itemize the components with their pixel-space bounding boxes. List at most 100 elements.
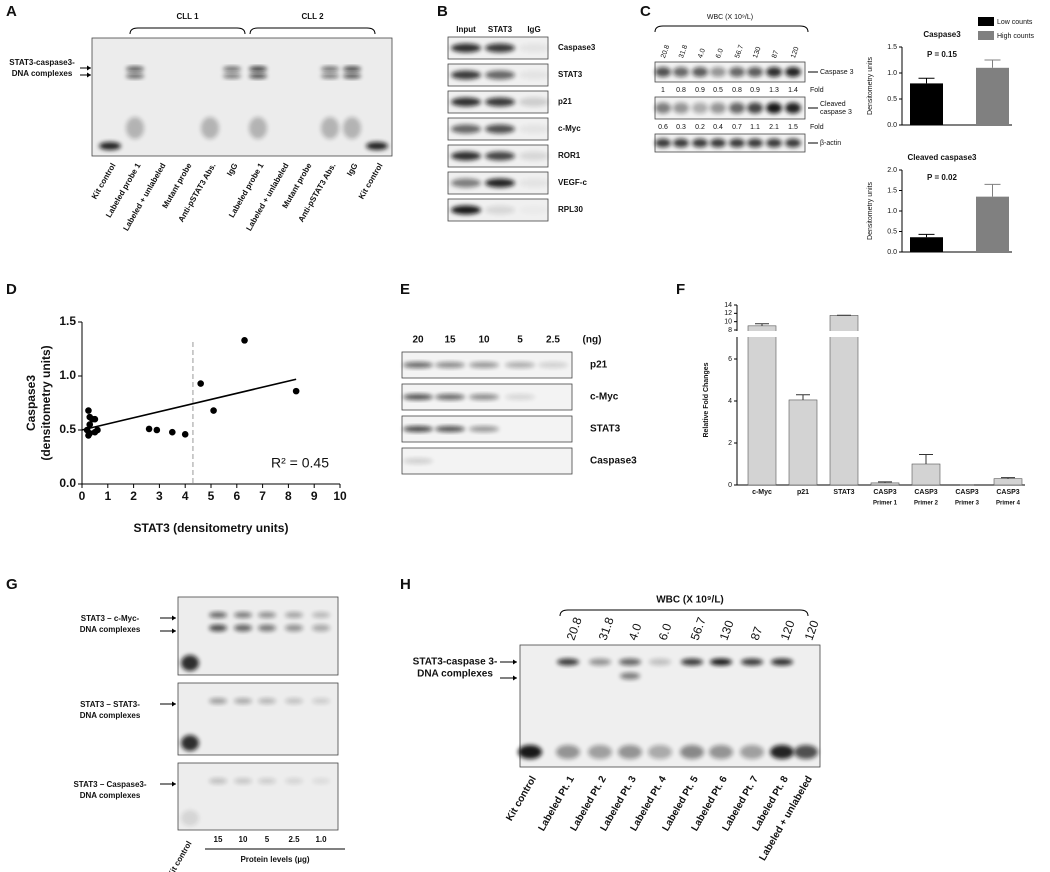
band xyxy=(451,97,481,107)
lane-label: 5 xyxy=(265,835,270,844)
band xyxy=(312,612,330,618)
band xyxy=(519,178,549,188)
lane-label: Kit control xyxy=(357,162,385,201)
row-label: c-Myc xyxy=(590,392,619,403)
y-tick-label: 14 xyxy=(724,302,732,309)
x-tick-sublabel: Primer 4 xyxy=(996,501,1021,507)
band xyxy=(451,70,481,80)
error-bar xyxy=(1001,477,1015,479)
fold-value: 1.5 xyxy=(788,124,798,131)
band xyxy=(710,138,726,148)
y-axis-label: Densitometry units xyxy=(867,57,874,115)
trendline xyxy=(81,378,297,431)
lane-label: IgG xyxy=(225,162,239,178)
band xyxy=(766,67,782,77)
band xyxy=(505,394,535,400)
lane-count: 130 xyxy=(752,46,763,59)
band xyxy=(655,138,671,148)
lane-label: IgG xyxy=(345,162,359,178)
y-tick-label: 1.5 xyxy=(887,44,897,51)
arrow-head xyxy=(87,65,91,71)
blot-label: Caspase 3 xyxy=(820,69,854,76)
band xyxy=(285,612,303,618)
row-label: ROR1 xyxy=(558,151,581,160)
band xyxy=(619,658,641,666)
band xyxy=(589,658,611,666)
complex-label: STAT3 – c-Myc- xyxy=(81,614,140,623)
band xyxy=(485,70,515,80)
bar xyxy=(747,325,777,486)
band xyxy=(451,151,481,161)
header: WBC (X 10⁹/L) xyxy=(707,14,753,21)
band xyxy=(181,810,199,826)
band xyxy=(469,426,499,432)
bar xyxy=(829,315,859,486)
y-tick-label: 0.5 xyxy=(887,96,897,103)
band xyxy=(126,73,144,79)
x-tick-label: 2 xyxy=(130,489,137,503)
band xyxy=(785,138,801,148)
fold-value: 0.8 xyxy=(732,87,742,94)
band xyxy=(673,67,689,77)
panel-letter: H xyxy=(400,576,411,593)
column-label: IgG xyxy=(527,25,540,34)
y-tick-label: 0.0 xyxy=(887,249,897,256)
axis-label: Protein levels (µg) xyxy=(240,855,309,864)
y-tick-label: 0.5 xyxy=(887,228,897,235)
complex-label: STAT3 – Caspase3- xyxy=(73,780,146,789)
band xyxy=(741,658,763,666)
band xyxy=(485,43,515,53)
fold-value: 0.2 xyxy=(695,124,705,131)
row-label: STAT3 xyxy=(590,424,621,435)
band xyxy=(680,745,704,759)
point xyxy=(153,426,161,434)
y-tick-label: 4 xyxy=(728,398,732,405)
x-tick-label: CASP3 xyxy=(873,489,896,496)
band xyxy=(312,624,330,632)
arrow-head xyxy=(172,701,176,707)
complex-label: STAT3 – STAT3- xyxy=(80,700,140,709)
band xyxy=(312,778,330,784)
annotation: P = 0.15 xyxy=(927,50,957,59)
complex-label: DNA complexes xyxy=(80,791,141,800)
band xyxy=(223,73,241,79)
chart-title: Cleaved caspase3 xyxy=(908,153,977,162)
band xyxy=(519,43,549,53)
band xyxy=(785,102,801,114)
band xyxy=(469,394,499,400)
arrow-head xyxy=(87,72,91,78)
bar xyxy=(788,399,818,486)
band xyxy=(321,117,339,139)
x-tick-label: 0 xyxy=(79,489,86,503)
bar xyxy=(910,237,943,252)
lane-label: 15 xyxy=(214,835,223,844)
band xyxy=(485,151,515,161)
x-tick-sublabel: Primer 3 xyxy=(955,501,980,507)
y-axis-label: Relative Fold Changes xyxy=(703,362,710,437)
fold-value: 0.9 xyxy=(695,87,705,94)
band xyxy=(505,362,535,368)
legend-swatch xyxy=(978,31,994,40)
y-axis-label: Caspase3 xyxy=(24,375,38,431)
y-tick-label: 1.0 xyxy=(59,368,76,382)
y-tick-label: 2 xyxy=(728,440,732,447)
band xyxy=(729,102,745,114)
y-tick-label: 1.0 xyxy=(887,70,897,77)
x-tick-label: 6 xyxy=(233,489,240,503)
band xyxy=(403,458,433,464)
header: WBC (X 10⁹/L) xyxy=(656,595,724,606)
band xyxy=(343,73,361,79)
complex-label: STAT3-caspase3- xyxy=(9,58,75,67)
band xyxy=(343,117,361,139)
band xyxy=(249,117,267,139)
x-tick-label: 3 xyxy=(156,489,163,503)
y-tick-label: 6 xyxy=(728,356,732,363)
fold-value: 0.6 xyxy=(658,124,668,131)
band xyxy=(485,205,515,215)
bar xyxy=(976,196,1009,252)
band xyxy=(747,67,763,77)
band xyxy=(729,67,745,77)
band xyxy=(249,66,267,72)
fold-value: 0.8 xyxy=(676,87,686,94)
column-label: 2.5 xyxy=(546,335,560,346)
